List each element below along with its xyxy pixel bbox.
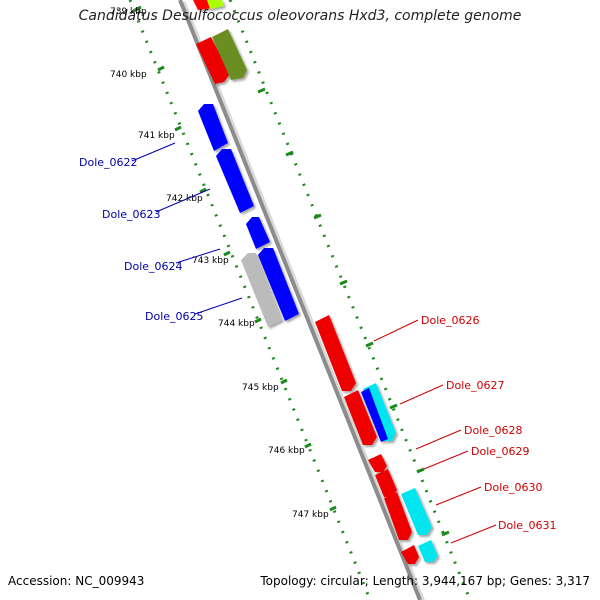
- gene-label-dole-0626[interactable]: Dole_0626: [421, 314, 480, 327]
- major-tick-746: [304, 442, 312, 449]
- outer-tick-8: [441, 530, 450, 537]
- gene-label-dole-0631[interactable]: Dole_0631: [498, 519, 557, 532]
- outer-tick-1: [257, 87, 266, 94]
- major-tick-745: [280, 378, 288, 385]
- leader-dole-0625: [194, 297, 243, 315]
- gene-dole-0622[interactable]: [198, 104, 228, 151]
- outer-tick-4: [339, 279, 348, 286]
- tick-track-inner: [128, 0, 372, 600]
- gene-dole-0630-cyan[interactable]: [401, 488, 432, 535]
- genome-summary-text: Topology: circular; Length: 3,944,167 bp…: [260, 574, 590, 588]
- leader-dole-0630: [435, 486, 482, 506]
- major-tick-744: [254, 317, 262, 324]
- genome-backbone-shadow: [180, 1, 425, 600]
- gene-dole-0627[interactable]: [344, 390, 377, 445]
- major-tick-747: [329, 505, 337, 512]
- major-ticks: [134, 5, 450, 537]
- kbp-label: 739 kbp: [110, 7, 147, 17]
- major-tick-742: [199, 187, 207, 194]
- map-title: Candidatus Desulfococcus oleovorans Hxd3…: [78, 8, 522, 24]
- kbp-label: 746 kbp: [268, 446, 305, 456]
- leader-dole-0627: [399, 384, 444, 405]
- leader-dole-0626: [373, 319, 419, 342]
- genome-backbone: [178, 0, 422, 600]
- outer-tick-5: [365, 341, 374, 348]
- gene-top-red-2[interactable]: [196, 37, 230, 84]
- leader-dole-0623: [155, 188, 211, 213]
- leader-dole-0628: [415, 429, 462, 450]
- gene-top-olive[interactable]: [212, 29, 247, 80]
- outer-tick-7: [416, 467, 425, 474]
- gene-dole-0625-blue[interactable]: [258, 248, 299, 321]
- outer-tick-2: [285, 150, 294, 157]
- kbp-label: 741 kbp: [138, 131, 175, 141]
- gene-label-dole-0627[interactable]: Dole_0627: [446, 379, 505, 392]
- gene-label-dole-0628[interactable]: Dole_0628: [464, 424, 523, 437]
- leader-dole-0631: [450, 524, 497, 544]
- gene-label-dole-0624[interactable]: Dole_0624: [124, 260, 183, 273]
- gene-dole-0628[interactable]: [368, 454, 387, 472]
- label-leaders: [131, 142, 497, 544]
- gene-label-dole-0629[interactable]: Dole_0629: [471, 445, 530, 458]
- major-tick-741: [174, 125, 182, 132]
- gene-dole-0625[interactable]: [241, 253, 282, 327]
- major-tick-743: [223, 250, 231, 257]
- kbp-label: 744 kbp: [218, 319, 255, 329]
- leader-dole-0624: [175, 248, 221, 264]
- gene-dole-0623[interactable]: [216, 149, 254, 213]
- outer-tick-6: [389, 403, 398, 410]
- accession-text: Accession: NC_009943: [8, 574, 145, 588]
- kbp-label: 740 kbp: [110, 70, 147, 80]
- gene-dole-0630[interactable]: [384, 492, 412, 540]
- leader-dole-0622: [131, 142, 176, 162]
- gene-dole-0631-cyan[interactable]: [418, 540, 438, 562]
- gene-dole-0629[interactable]: [375, 469, 397, 497]
- major-tick-740: [157, 65, 165, 72]
- major-tick-739: [134, 5, 142, 12]
- kbp-label: 745 kbp: [242, 383, 279, 393]
- kbp-label: 743 kbp: [192, 256, 229, 266]
- gene-label-dole-0630[interactable]: Dole_0630: [484, 481, 543, 494]
- gene-dole-0624[interactable]: [246, 217, 270, 249]
- kbp-labels: 739 kbp 740 kbp 741 kbp 742 kbp 743 kbp …: [110, 7, 329, 520]
- gene-label-dole-0622[interactable]: Dole_0622: [79, 156, 138, 169]
- kbp-label: 747 kbp: [292, 510, 329, 520]
- gene-labels: Dole_0622 Dole_0623 Dole_0624 Dole_0625 …: [79, 156, 557, 532]
- gene-label-dole-0623[interactable]: Dole_0623: [102, 208, 161, 221]
- gene-dole-0627-blue[interactable]: [361, 388, 388, 442]
- gene-dole-0631[interactable]: [401, 545, 419, 564]
- gene-dole-0626[interactable]: [315, 315, 356, 391]
- outer-tick-3: [313, 213, 322, 220]
- leader-dole-0629: [423, 450, 469, 470]
- genes: [193, 0, 438, 564]
- gene-top-lightgreen[interactable]: [207, 0, 224, 9]
- kbp-label: 742 kbp: [166, 194, 203, 204]
- gene-label-dole-0625[interactable]: Dole_0625: [145, 310, 204, 323]
